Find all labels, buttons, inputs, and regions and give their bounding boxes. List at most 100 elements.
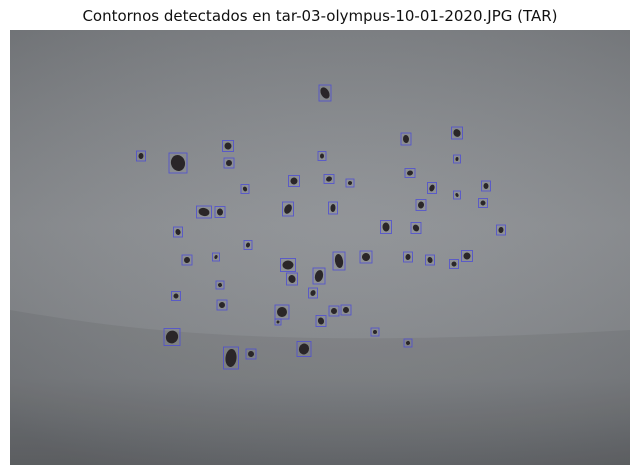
particle: [248, 351, 254, 357]
contour-box: [296, 341, 312, 357]
particle: [288, 275, 296, 283]
particle: [455, 157, 459, 161]
contour-box: [274, 318, 282, 326]
contour-box: [215, 280, 225, 290]
particle: [242, 186, 248, 192]
contour-box: [451, 126, 463, 140]
particle: [184, 257, 190, 263]
contour-box: [410, 222, 422, 234]
contour-box: [245, 348, 257, 360]
contour-box: [496, 224, 506, 236]
particle: [314, 270, 324, 282]
contour-box: [317, 151, 327, 161]
contour-box: [223, 157, 235, 169]
particles-layer: [136, 84, 506, 370]
particle: [451, 261, 457, 267]
contour-box: [173, 226, 183, 238]
contour-box: [453, 154, 461, 164]
particle: [219, 302, 225, 308]
particle: [453, 129, 461, 137]
particle: [480, 200, 486, 206]
contour-box: [478, 198, 488, 208]
particle: [463, 252, 471, 260]
contour-box: [168, 152, 188, 174]
particle: [216, 208, 224, 216]
contour-box: [274, 304, 290, 320]
photo-vignette: [10, 30, 630, 465]
particle: [455, 193, 459, 197]
particle: [165, 330, 179, 344]
particle: [319, 153, 325, 159]
contour-box: [288, 175, 300, 187]
particle: [284, 204, 292, 214]
particle: [138, 153, 144, 159]
particle: [310, 290, 316, 296]
particle: [412, 224, 420, 232]
contour-box: [222, 140, 234, 152]
contour-box: [340, 304, 352, 316]
contour-box: [481, 180, 491, 192]
particle: [330, 204, 336, 212]
particle: [317, 317, 325, 325]
contour-box: [282, 201, 294, 217]
contour-box: [400, 132, 412, 146]
contour-box: [328, 305, 340, 317]
shadow-band: [10, 310, 630, 465]
contour-box: [332, 251, 346, 271]
contour-box: [136, 150, 146, 162]
contour-box: [171, 291, 181, 301]
particle: [373, 330, 377, 334]
contour-box: [308, 287, 318, 299]
contour-box: [427, 182, 437, 194]
particle: [417, 201, 425, 209]
particle: [198, 207, 210, 217]
contour-box: [449, 259, 459, 269]
contour-box: [163, 328, 181, 346]
contour-box: [214, 206, 226, 218]
contour-box: [286, 272, 298, 286]
contour-box: [345, 178, 355, 188]
contour-box: [243, 240, 253, 250]
contour-box: [212, 252, 220, 262]
contour-box: [216, 299, 228, 311]
particle: [298, 343, 310, 355]
particle: [334, 254, 344, 268]
particle: [277, 307, 287, 317]
particle: [362, 253, 370, 261]
contour-box: [461, 250, 473, 262]
particle: [402, 135, 410, 143]
contour-box: [328, 201, 338, 215]
particle: [498, 227, 504, 233]
particle: [407, 170, 413, 176]
particle: [214, 255, 218, 259]
contour-box: [315, 315, 327, 327]
particle: [405, 254, 411, 260]
contour-box: [370, 327, 380, 337]
contour-box: [312, 267, 326, 285]
particle: [320, 87, 330, 99]
particle: [427, 257, 433, 263]
particle: [331, 308, 337, 314]
particle: [276, 320, 280, 324]
photo-canvas: [10, 30, 630, 465]
contour-box: [181, 254, 193, 266]
figure-title: Contornos detectados en tar-03-olympus-1…: [82, 7, 558, 25]
particle: [290, 177, 298, 185]
contour-box: [415, 199, 427, 211]
contour-box: [425, 254, 435, 266]
contour-box: [359, 250, 373, 264]
particle: [282, 260, 294, 270]
contour-box: [403, 251, 413, 263]
particle: [175, 229, 181, 235]
particle: [226, 160, 232, 166]
contour-box: [404, 168, 416, 178]
particle: [348, 181, 352, 185]
contour-box: [380, 220, 392, 234]
particle: [326, 176, 332, 182]
contour-box: [403, 338, 413, 348]
particle: [225, 349, 237, 367]
particle: [173, 293, 179, 299]
contour-box: [240, 184, 250, 194]
particle: [343, 307, 349, 313]
